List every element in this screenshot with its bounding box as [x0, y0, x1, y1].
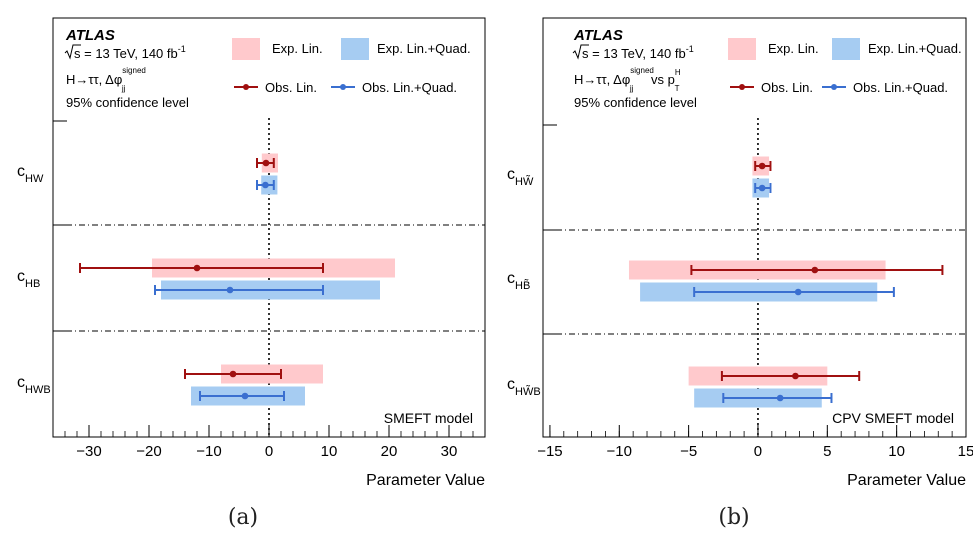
x-tick-label: 10 [321, 443, 338, 460]
legend-obs-quad-marker [340, 84, 346, 90]
chart-panel-0: cHW cHB cHWB −30 −20 −10 0 10 20 30 Parameter Valu… [17, 17, 486, 489]
x-tick-label: −10 [607, 443, 632, 460]
x-tick-label: 20 [381, 443, 398, 460]
parameter-label: cHW [17, 163, 44, 185]
obs-quad-point [758, 184, 766, 192]
obs-lin-point [792, 372, 799, 380]
legend-exp-quad-label: Exp. Lin.+Quad. [868, 41, 962, 56]
x-tick-label: −10 [196, 443, 221, 460]
x-tick-label: 30 [441, 443, 458, 460]
obs-lin-point [758, 162, 766, 170]
legend-exp-quad-swatch [341, 38, 369, 60]
plot-frame [542, 17, 967, 438]
obs-quad-point [794, 288, 802, 296]
model-label: CPV SMEFT model [832, 410, 954, 426]
obs-quad-point [776, 394, 784, 402]
legend-obs-lin-marker [739, 84, 745, 90]
caption-b: (b) [718, 505, 750, 530]
x-axis-label: Parameter Value [847, 472, 966, 489]
x-tick-label: −30 [76, 443, 101, 460]
caption-a: (a) [227, 505, 259, 530]
x-tick-label: 5 [823, 443, 831, 460]
x-tick-label: −15 [537, 443, 562, 460]
sqrt-symbol [572, 44, 589, 60]
confidence-level-label: 95% confidence level [66, 95, 189, 110]
model-label: SMEFT model [384, 410, 473, 426]
x-tick-label: −5 [680, 443, 697, 460]
obs-lin-point [193, 264, 201, 272]
legend-obs-lin-label: Obs. Lin. [265, 80, 317, 95]
obs-lin-point [811, 266, 819, 274]
obs-lin-point [229, 370, 237, 378]
x-tick-label: −20 [136, 443, 161, 460]
sqrt-symbol [64, 44, 81, 60]
energy-label: s = 13 TeV, 140 fb-1 [74, 44, 186, 61]
legend-obs-quad-label: Obs. Lin.+Quad. [853, 80, 948, 95]
obs-quad-point [262, 181, 269, 189]
x-tick-label: 15 [958, 443, 973, 460]
obs-quad-point [241, 392, 249, 400]
parameter-label: cHW̃ [507, 166, 534, 188]
parameter-label: cHW̃B [507, 376, 541, 398]
legend-exp-lin-label: Exp. Lin. [272, 41, 323, 56]
x-axis-label: Parameter Value [366, 472, 485, 489]
x-tick-label: 10 [888, 443, 905, 460]
parameter-label: cHB̃ [507, 270, 530, 292]
confidence-level-label: 95% confidence level [574, 95, 697, 110]
obs-quad-point [226, 286, 234, 294]
x-tick-label: 0 [754, 443, 762, 460]
legend-exp-lin-swatch [728, 38, 756, 60]
experiment-label: ATLAS [573, 27, 623, 44]
legend-obs-lin-label: Obs. Lin. [761, 80, 813, 95]
experiment-label: ATLAS [65, 27, 115, 44]
legend-obs-lin-marker [243, 84, 249, 90]
legend-exp-quad-label: Exp. Lin.+Quad. [377, 41, 471, 56]
parameter-label: cHWB [17, 374, 51, 396]
obs-lin-point [262, 159, 270, 167]
legend-exp-lin-label: Exp. Lin. [768, 41, 819, 56]
energy-label: s = 13 TeV, 140 fb-1 [582, 44, 694, 61]
x-tick-label: 0 [265, 443, 273, 460]
process-label: H→ττ, Δφsigned jj [66, 66, 146, 93]
parameter-label: cHB [17, 268, 40, 290]
legend-obs-quad-marker [831, 84, 837, 90]
legend-exp-quad-swatch [832, 38, 860, 60]
legend-exp-lin-swatch [232, 38, 260, 60]
process-label: H→ττ, Δφsigned jj vs pH T [574, 66, 681, 93]
legend-obs-quad-label: Obs. Lin.+Quad. [362, 80, 457, 95]
chart-panel-1: cHW̃ cHB̃ cHW̃B −15 −10 −5 0 5 10 15 Parameter Val… [507, 17, 973, 489]
